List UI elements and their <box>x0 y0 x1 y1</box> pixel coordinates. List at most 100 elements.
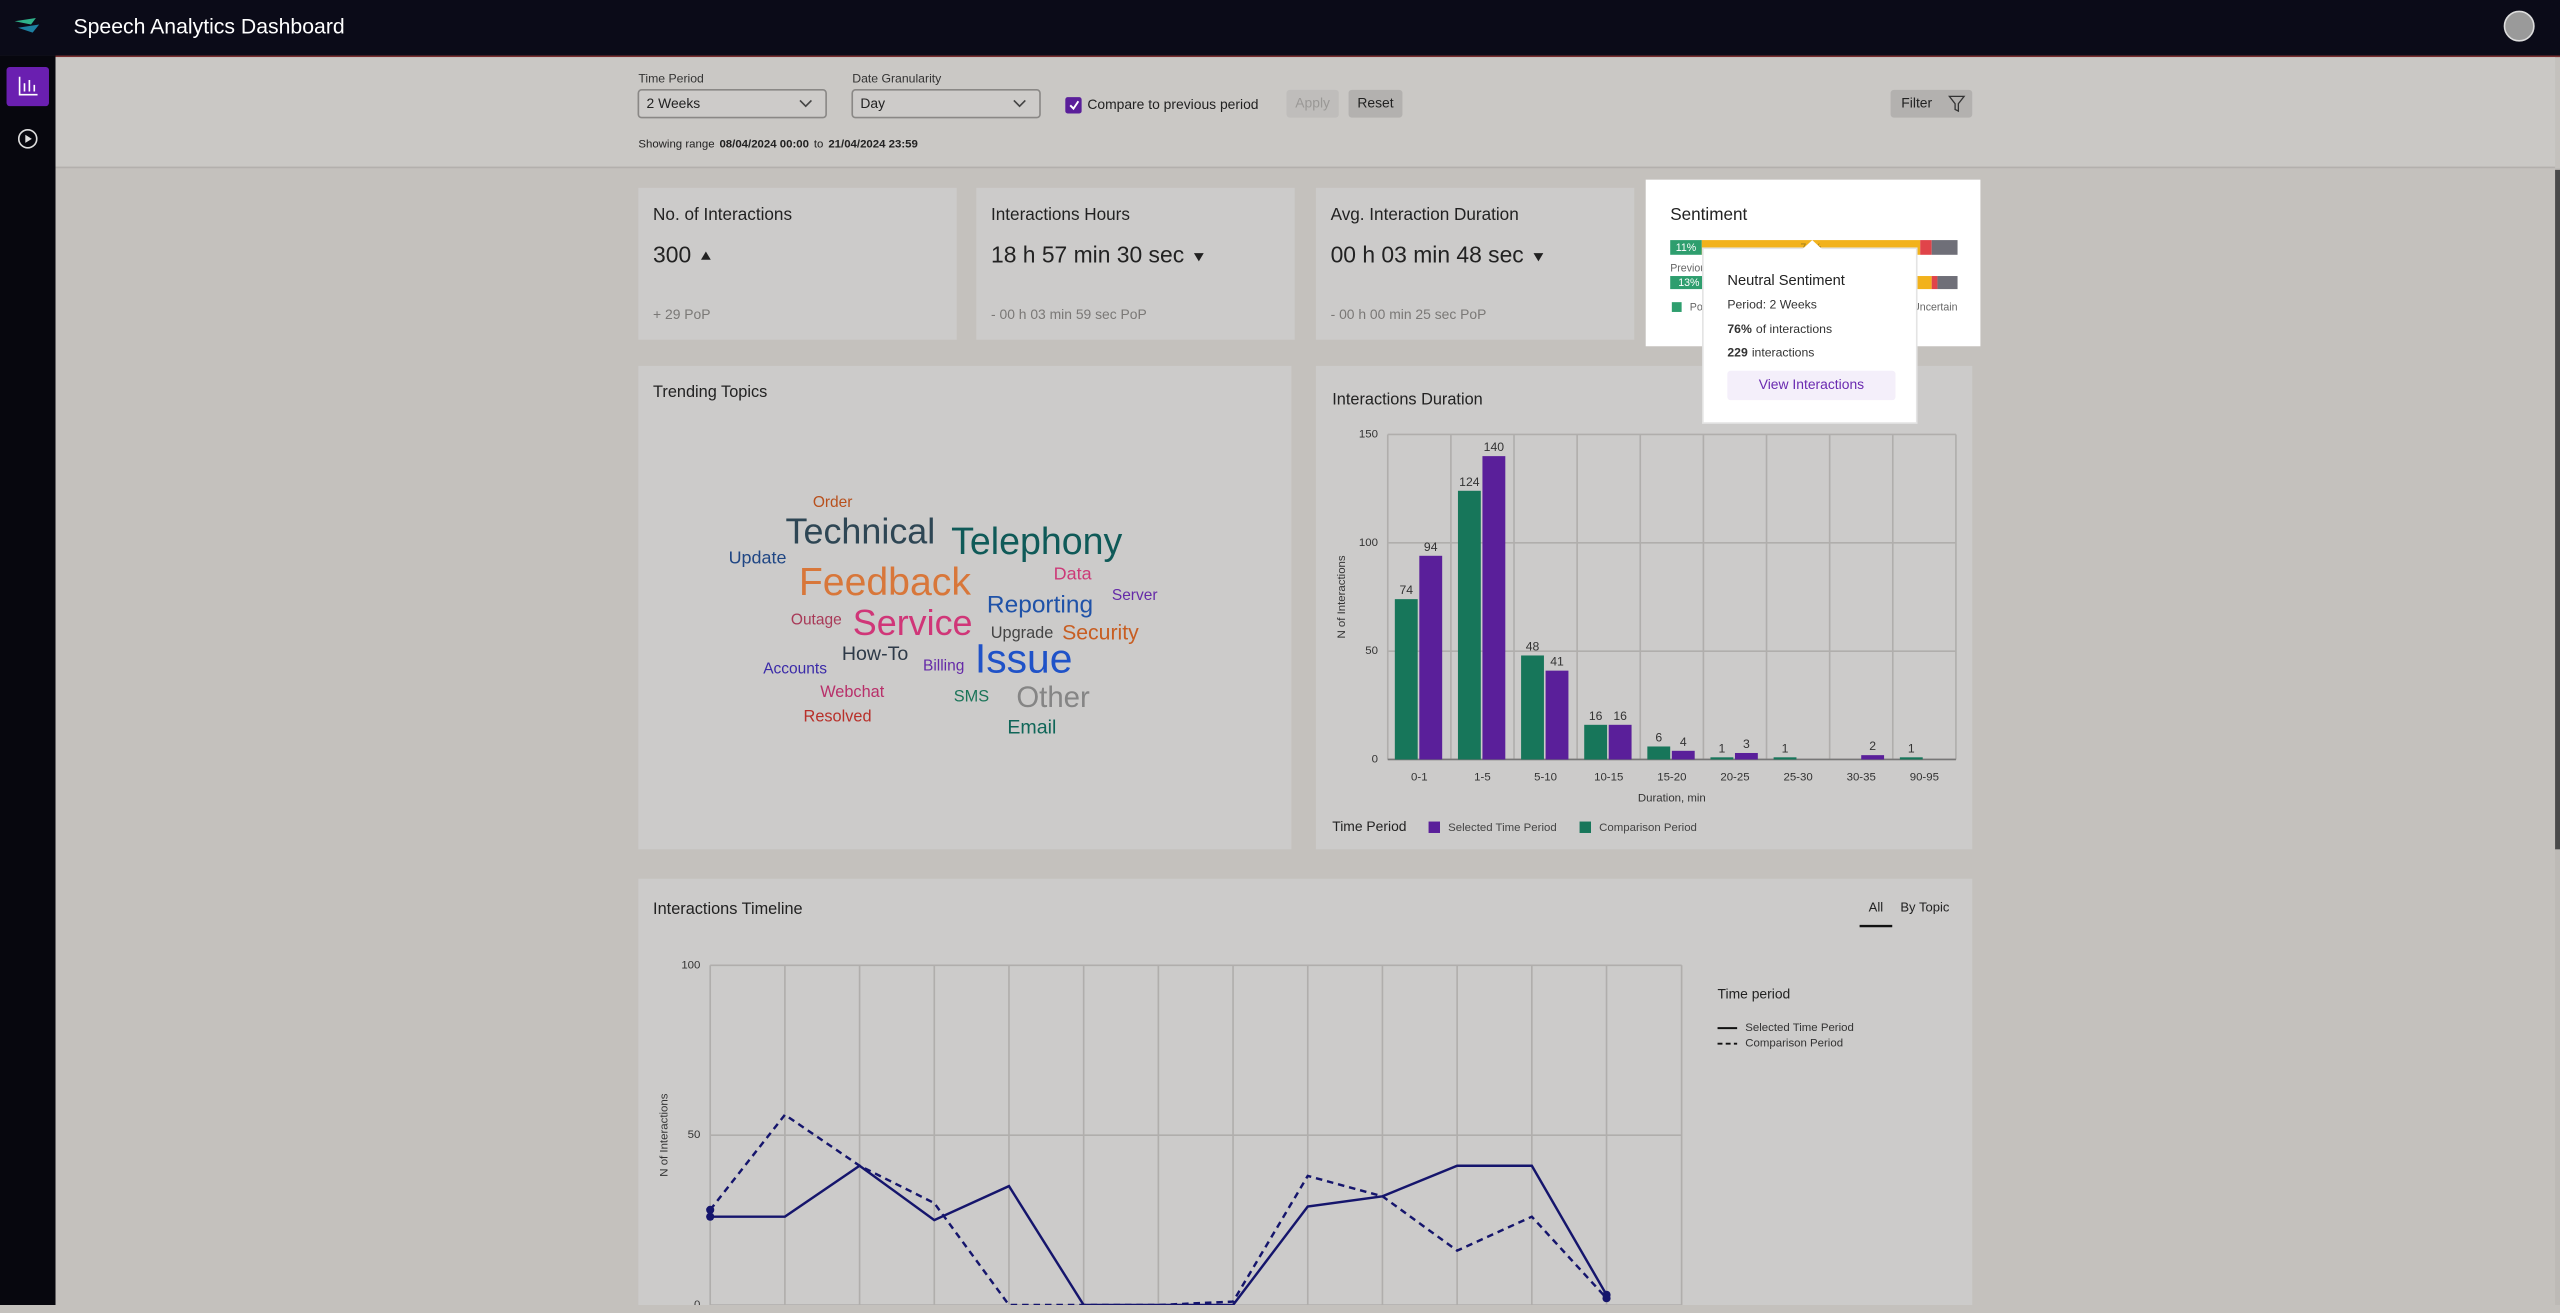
topic-word[interactable]: How-To <box>842 643 908 665</box>
scrollbar-thumb[interactable] <box>2555 169 2560 850</box>
y-tick-label: 0 <box>1372 753 1378 765</box>
topic-word[interactable]: Data <box>1054 564 1092 584</box>
view-interactions-button[interactable] <box>1727 370 1896 401</box>
topic-word[interactable]: Resolved <box>804 707 872 725</box>
count-value: 229 <box>1727 346 1748 360</box>
kpi-change: - 00 h 03 min 59 sec PoP <box>991 306 1147 322</box>
topic-word[interactable]: Billing <box>923 657 964 674</box>
topic-word[interactable]: Upgrade <box>991 624 1054 642</box>
range-text: Showing range 08/04/2024 00:00 to 21/04/202… <box>638 139 918 151</box>
tab[interactable]: By Topic <box>1900 900 1950 915</box>
point <box>706 1212 715 1221</box>
legend-label: Selected Time Period <box>1745 1022 1854 1034</box>
kpi-value: 00 h 03 min 48 sec <box>1331 241 1524 267</box>
reset-button[interactable] <box>1348 89 1403 118</box>
check-mark <box>1069 100 1080 111</box>
share-value: 76% <box>1727 322 1752 336</box>
topic-word[interactable]: Service <box>853 602 973 643</box>
sentiment-label: 11% <box>1676 242 1697 254</box>
bar <box>1647 746 1671 760</box>
legend-swatch <box>1671 302 1682 312</box>
compare-checkbox[interactable] <box>1065 97 1082 114</box>
data-label: 1 <box>1782 741 1789 755</box>
x-tick-label: 25-30 <box>1783 771 1812 783</box>
bar <box>1608 724 1632 760</box>
topic-word[interactable]: Reporting <box>987 591 1093 618</box>
reset-label: Reset <box>1357 94 1393 110</box>
data-label: 2 <box>1869 739 1876 753</box>
tab[interactable]: All <box>1869 900 1884 915</box>
data-label: 124 <box>1459 475 1480 489</box>
sentiment-segment <box>1937 276 1958 290</box>
topic-word[interactable]: Issue <box>975 635 1073 681</box>
topic-word[interactable]: Order <box>813 494 853 511</box>
x-tick-label: 90-95 <box>1910 771 1939 783</box>
share-suffix: of interactions <box>1756 322 1832 336</box>
filter-icon <box>1948 95 1966 113</box>
kpi-card <box>976 187 1295 340</box>
granularity-select[interactable] <box>851 89 1041 119</box>
data-label: 1 <box>1908 741 1915 755</box>
x-tick-label: 5-10 <box>1534 771 1557 783</box>
y-tick-label: 150 <box>1359 428 1378 440</box>
topic-word[interactable]: Email <box>1007 717 1056 739</box>
topic-word[interactable]: Technical <box>786 511 936 552</box>
kpi-title: Interactions Hours <box>991 204 1130 224</box>
point <box>706 1205 715 1214</box>
bar <box>1521 655 1544 760</box>
topic-word[interactable]: Security <box>1062 621 1139 644</box>
apply-button[interactable] <box>1286 89 1339 118</box>
y-axis-label: N of Interactions <box>659 1093 671 1176</box>
trend-arrow <box>1533 253 1544 262</box>
bar <box>1419 555 1443 760</box>
topic-word[interactable]: Accounts <box>763 661 827 678</box>
chevron <box>1013 99 1026 108</box>
x-tick-label: 30-35 <box>1847 771 1876 783</box>
filter-label: Filter <box>1901 94 1932 110</box>
y-tick-label: 50 <box>688 1129 701 1141</box>
timeline-panel <box>638 878 1973 1313</box>
data-label: 16 <box>1589 709 1603 723</box>
topic-word[interactable]: Other <box>1016 681 1090 714</box>
granularity-value: Day <box>860 95 885 111</box>
time-period-value: 2 Weeks <box>647 95 701 111</box>
tooltip-share: 76% of interactions <box>1727 322 1832 336</box>
data-label: 6 <box>1655 731 1662 745</box>
topic-word[interactable]: Server <box>1112 587 1158 604</box>
topic-word[interactable]: Update <box>729 547 787 567</box>
data-label: 16 <box>1613 709 1627 723</box>
y-tick-label: 100 <box>1359 537 1378 549</box>
bar <box>1482 456 1506 760</box>
nav-analytics[interactable] <box>6 66 49 107</box>
range-start: 08/04/2024 00:00 <box>719 139 809 151</box>
topic-word[interactable]: SMS <box>954 688 989 706</box>
app-title: Speech Analytics Dashboard <box>73 15 344 38</box>
legend-label: Selected Time Period <box>1448 822 1557 834</box>
top-bar <box>0 0 2560 56</box>
sentiment-segment <box>1920 240 1932 255</box>
topic-word[interactable]: Outage <box>791 612 842 629</box>
topic-word[interactable]: Telephony <box>951 520 1122 562</box>
avatar[interactable] <box>2503 10 2535 42</box>
timeline-title: Interactions Timeline <box>653 900 803 918</box>
y-axis-label: N of Interactions <box>1336 555 1348 638</box>
topic-word[interactable]: Webchat <box>820 683 885 701</box>
data-label: 41 <box>1550 655 1564 669</box>
previous-label: Previous <box>1670 262 1711 274</box>
bar <box>1545 670 1569 760</box>
range-prefix: Showing range <box>638 139 714 151</box>
topic-word[interactable]: Feedback <box>799 561 971 604</box>
kpi-title: Avg. Interaction Duration <box>1331 204 1519 224</box>
data-label: 94 <box>1424 540 1438 554</box>
line <box>709 1113 1608 1306</box>
legend-swatch <box>1579 821 1592 833</box>
legend-title: Time Period <box>1332 818 1406 834</box>
duration-title: Interactions Duration <box>1332 390 1483 408</box>
kpi-card <box>1315 187 1635 340</box>
sentiment-segment <box>1670 276 1708 290</box>
time-period-select[interactable] <box>637 89 827 119</box>
tooltip-period: Period: 2 Weeks <box>1727 298 1817 312</box>
nav-player[interactable] <box>17 129 38 149</box>
